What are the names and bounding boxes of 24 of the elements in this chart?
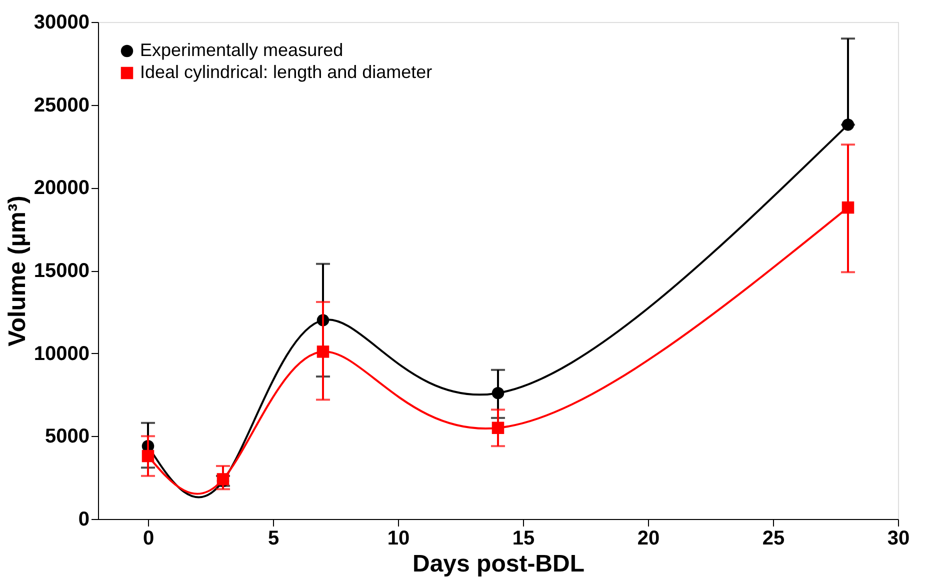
y-tick-label: 15000 [34,260,90,282]
x-tick-label: 10 [387,528,410,550]
y-axis-title: Volume (µm³) [4,196,31,346]
x-tick-label: 30 [887,528,910,550]
legend-label: Ideal cylindrical: length and diameter [140,62,432,82]
x-tick-label: 15 [512,528,535,550]
point [842,201,854,214]
point [492,386,504,400]
y-tick-label: 10000 [34,342,90,365]
y-tick-label: 30000 [34,12,90,34]
point [316,346,330,358]
x-tick-label: 0 [142,528,154,550]
x-tick-label: 20 [637,528,660,550]
x-tick-label: 5 [268,528,280,550]
y-tick-label: 25000 [34,94,90,116]
point [142,450,154,462]
x-axis-title: Days post-BDL [412,550,585,578]
point [492,422,504,434]
legend-label: Experimentally measured [140,40,344,60]
y-tick-label: 5000 [45,426,90,448]
y-tick-label: 0 [78,508,90,530]
point [842,118,854,131]
x-tick-label: 25 [762,528,785,550]
y-tick-label: 20000 [34,177,90,200]
